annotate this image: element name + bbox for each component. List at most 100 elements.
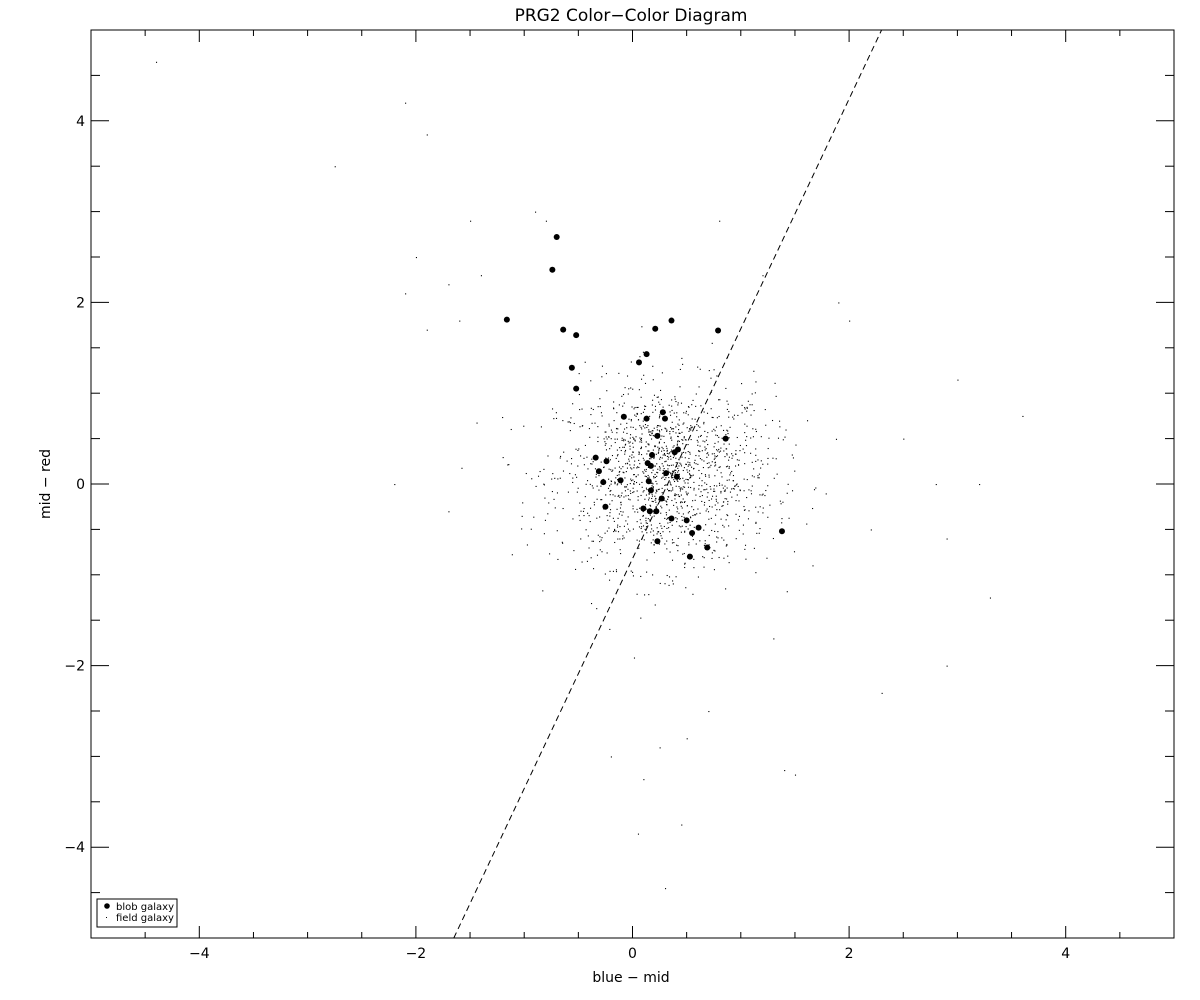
field-galaxy-point — [688, 542, 690, 544]
field-galaxy-point — [666, 488, 669, 490]
field-galaxy-point — [881, 692, 883, 694]
blob-galaxy-point — [617, 477, 624, 484]
field-galaxy-point — [652, 530, 654, 532]
blob-galaxy-point — [704, 544, 711, 551]
field-galaxy-point — [567, 491, 569, 493]
field-galaxy-point — [759, 528, 761, 530]
field-galaxy-point — [615, 569, 617, 571]
field-galaxy-point — [641, 441, 643, 443]
field-galaxy-point — [614, 495, 616, 497]
field-galaxy-point — [695, 405, 697, 407]
field-galaxy-point — [644, 427, 646, 429]
field-galaxy-point — [630, 492, 632, 495]
field-galaxy-point — [688, 511, 690, 513]
field-galaxy-point — [632, 446, 634, 448]
field-galaxy-point — [620, 510, 622, 513]
field-galaxy-point — [577, 465, 579, 467]
field-galaxy-point — [813, 489, 816, 491]
field-galaxy-point — [675, 462, 677, 464]
field-galaxy-point — [692, 474, 694, 476]
field-galaxy-point — [711, 529, 713, 532]
field-galaxy-point — [737, 519, 739, 521]
field-galaxy-point — [771, 419, 774, 422]
field-galaxy-point — [678, 485, 680, 488]
blob-galaxy-point — [683, 517, 690, 524]
field-galaxy-point — [571, 457, 573, 460]
field-galaxy-point — [653, 515, 655, 517]
field-galaxy-point — [677, 436, 679, 438]
field-galaxy-point — [652, 411, 654, 413]
dashed-reference-line — [453, 29, 883, 939]
field-galaxy-point — [641, 454, 643, 456]
field-galaxy-point — [651, 438, 653, 440]
field-galaxy-point — [666, 504, 668, 506]
field-galaxy-point — [572, 481, 574, 483]
field-galaxy-point — [556, 530, 558, 532]
field-galaxy-point — [567, 421, 569, 423]
field-galaxy-point — [619, 538, 621, 540]
field-galaxy-point — [644, 498, 646, 500]
field-galaxy-point — [653, 477, 655, 479]
field-galaxy-point — [711, 430, 713, 432]
field-galaxy-point — [726, 408, 728, 410]
field-galaxy-point — [522, 502, 524, 504]
field-galaxy-point — [666, 548, 668, 550]
field-galaxy-point — [687, 486, 690, 488]
field-galaxy-point — [624, 477, 626, 479]
field-galaxy-point — [617, 495, 619, 497]
field-galaxy-point — [577, 487, 579, 489]
field-galaxy-point — [613, 401, 615, 403]
field-galaxy-point — [679, 368, 681, 371]
field-galaxy-point — [676, 518, 678, 520]
field-galaxy-point — [649, 519, 651, 521]
field-galaxy-point — [664, 484, 666, 486]
field-galaxy-point — [641, 433, 643, 435]
blob-galaxy-point — [573, 385, 580, 392]
field-galaxy-point — [645, 520, 647, 522]
field-galaxy-point — [665, 514, 668, 516]
field-galaxy-point — [787, 483, 789, 485]
field-galaxy-point — [640, 437, 643, 439]
field-galaxy-point — [659, 522, 661, 525]
field-galaxy-point — [621, 538, 624, 540]
field-galaxy-point — [726, 400, 728, 402]
field-galaxy-point — [727, 465, 729, 467]
blob-galaxy-point — [592, 454, 599, 461]
field-galaxy-points — [155, 61, 1024, 890]
field-galaxy-point — [610, 429, 612, 431]
field-galaxy-point — [766, 557, 768, 559]
field-galaxy-point — [718, 399, 720, 401]
field-galaxy-point — [661, 472, 664, 474]
field-galaxy-point — [714, 455, 716, 457]
field-galaxy-point — [622, 466, 624, 468]
field-galaxy-point — [757, 511, 759, 513]
field-galaxy-point — [615, 477, 617, 479]
field-galaxy-point — [751, 393, 753, 395]
field-galaxy-point — [755, 522, 757, 524]
field-galaxy-point — [666, 455, 668, 457]
field-galaxy-point — [629, 483, 631, 485]
field-galaxy-point — [753, 468, 755, 470]
field-galaxy-point — [653, 544, 655, 546]
field-galaxy-point — [698, 484, 700, 487]
field-galaxy-point — [605, 373, 607, 375]
field-galaxy-point — [621, 437, 623, 439]
field-galaxy-point — [725, 588, 727, 590]
field-galaxy-point — [626, 531, 628, 533]
field-galaxy-point — [664, 583, 666, 585]
field-galaxy-point — [726, 543, 728, 546]
field-galaxy-point — [670, 449, 673, 451]
field-galaxy-point — [578, 515, 580, 517]
field-galaxy-point — [731, 496, 733, 498]
field-galaxy-point — [709, 466, 711, 468]
field-galaxy-point — [660, 525, 662, 527]
field-galaxy-point — [745, 439, 747, 441]
field-galaxy-point — [584, 496, 586, 498]
blob-galaxy-point — [595, 468, 602, 475]
field-galaxy-point — [708, 462, 710, 464]
field-galaxy-point — [651, 432, 653, 434]
field-galaxy-point — [605, 431, 607, 433]
field-galaxy-point — [671, 470, 674, 472]
field-galaxy-point — [671, 399, 673, 401]
field-galaxy-point — [678, 419, 680, 421]
